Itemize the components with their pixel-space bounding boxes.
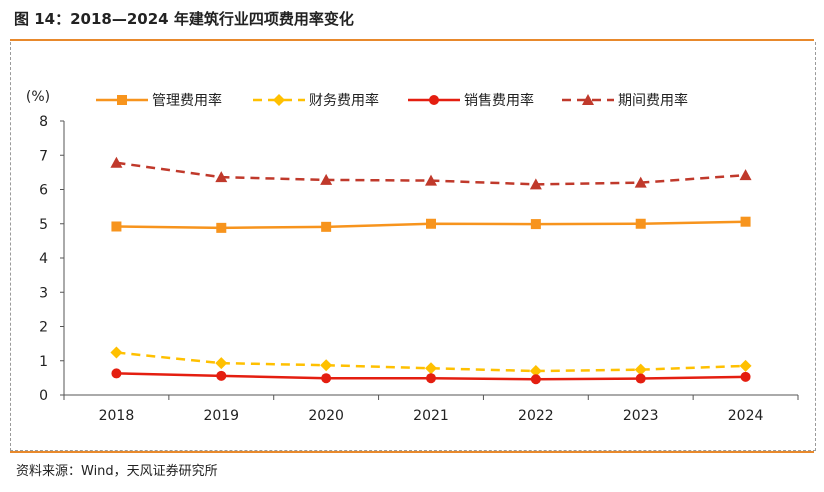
x-tick-label: 2022	[518, 408, 554, 424]
legend-label-period: 期间费用率	[618, 92, 688, 109]
y-tick-label: 8	[39, 114, 48, 130]
y-tick-label: 1	[39, 354, 48, 370]
legend-marker-period	[582, 94, 594, 105]
data-point-management	[530, 219, 541, 230]
source-note: 资料来源：Wind，天风证券研究所	[16, 464, 218, 479]
data-point-management	[740, 216, 751, 227]
data-point-period	[425, 174, 437, 186]
x-tick-label: 2020	[308, 408, 344, 424]
legend-label-management: 管理费用率	[152, 92, 222, 109]
data-point-management	[426, 218, 436, 229]
data-point-sales	[740, 371, 751, 382]
data-point-finance	[529, 365, 542, 378]
legend-item-sales: 销售费用率	[408, 92, 534, 109]
data-point-period	[110, 156, 123, 168]
data-point-period	[320, 173, 333, 185]
data-point-sales	[321, 373, 332, 384]
data-point-finance	[320, 359, 333, 372]
data-point-finance	[425, 362, 437, 375]
footer-divider	[10, 451, 814, 453]
y-axis-label: (%)	[26, 89, 50, 105]
x-tick-label: 2021	[413, 408, 449, 424]
legend-label-sales: 销售费用率	[464, 92, 534, 109]
axes: 0 1 2 3 4 5 6 7 8 (%) 2018 2019 2020 2021 2022 2023 2024	[26, 89, 799, 424]
data-point-period	[215, 171, 228, 183]
x-tick-label: 2024	[728, 408, 764, 424]
data-point-sales	[111, 368, 122, 379]
data-point-sales	[635, 373, 646, 384]
legend-item-management: 管理费用率	[96, 92, 222, 109]
y-tick-label: 6	[39, 183, 48, 199]
data-point-period	[529, 178, 542, 190]
legend-marker-management	[117, 95, 127, 105]
y-tick-label: 3	[39, 285, 48, 301]
data-point-period	[739, 169, 752, 181]
data-point-management	[635, 218, 646, 229]
legend-item-finance: 财务费用率	[253, 92, 379, 109]
y-tick-label: 2	[39, 320, 48, 336]
data-point-finance	[739, 359, 752, 372]
data-point-period	[634, 176, 647, 188]
data-point-management	[111, 221, 122, 232]
series-period	[110, 156, 752, 190]
series-layer	[110, 156, 752, 385]
x-tick-label: 2018	[99, 408, 135, 424]
data-point-sales	[530, 374, 541, 385]
series-management	[111, 216, 751, 233]
series-finance	[110, 346, 752, 378]
data-point-sales	[426, 373, 436, 384]
data-point-finance	[634, 363, 647, 376]
title-divider	[10, 39, 814, 41]
data-point-finance	[110, 346, 123, 359]
data-point-sales	[216, 370, 227, 381]
legend-item-period: 期间费用率	[562, 92, 688, 109]
y-tick-label: 4	[39, 251, 48, 267]
x-tick-label: 2019	[203, 408, 239, 424]
x-tick-label: 2023	[623, 408, 659, 424]
data-point-finance	[215, 357, 228, 370]
data-point-management	[216, 222, 227, 233]
y-tick-label: 5	[39, 217, 48, 233]
legend-marker-sales	[429, 95, 439, 105]
legend-marker-finance	[273, 94, 285, 106]
figure-title: 图 14：2018—2024 年建筑行业四项费用率变化	[14, 10, 354, 28]
figure-frame	[10, 42, 816, 451]
series-sales	[111, 368, 751, 385]
legend-label-finance: 财务费用率	[309, 92, 379, 109]
data-point-management	[321, 221, 332, 232]
legend: 管理费用率 财务费用率 销售费用率 期间费用率	[96, 92, 688, 109]
y-tick-label: 7	[39, 148, 48, 164]
y-tick-label: 0	[39, 388, 48, 404]
